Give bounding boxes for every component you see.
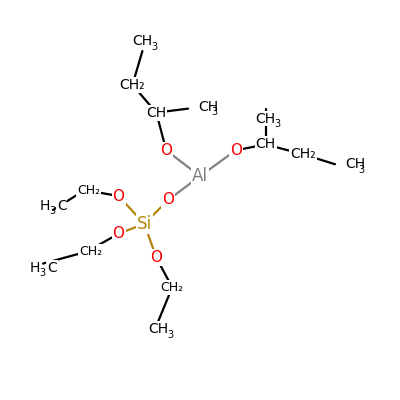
Text: 3: 3 bbox=[167, 330, 173, 340]
Text: CH: CH bbox=[146, 106, 166, 120]
Text: CH: CH bbox=[256, 137, 276, 151]
Text: 3: 3 bbox=[39, 268, 45, 278]
Text: CH₂: CH₂ bbox=[77, 184, 100, 196]
Text: CH₂: CH₂ bbox=[290, 147, 316, 161]
Text: O: O bbox=[150, 250, 162, 265]
Text: O: O bbox=[162, 192, 174, 208]
Text: ethyl: ethyl bbox=[83, 190, 86, 191]
Text: CH₂: CH₂ bbox=[120, 78, 145, 92]
Text: CH₂: CH₂ bbox=[161, 281, 184, 294]
Text: C: C bbox=[57, 199, 67, 213]
Text: CH₂: CH₂ bbox=[79, 245, 102, 258]
Text: 3: 3 bbox=[274, 119, 280, 129]
Text: O: O bbox=[230, 143, 242, 158]
Text: 3: 3 bbox=[211, 107, 217, 117]
Text: C: C bbox=[47, 260, 57, 274]
Text: CH: CH bbox=[132, 34, 152, 48]
Text: H: H bbox=[40, 199, 50, 213]
Text: 3: 3 bbox=[49, 206, 55, 216]
Text: O: O bbox=[112, 226, 124, 241]
Text: Si: Si bbox=[137, 215, 152, 233]
Text: 3: 3 bbox=[358, 165, 364, 175]
Text: CH: CH bbox=[148, 322, 168, 336]
Text: CH: CH bbox=[256, 112, 276, 126]
Text: CH: CH bbox=[198, 100, 218, 114]
Text: CH: CH bbox=[345, 157, 365, 171]
Text: O: O bbox=[160, 143, 172, 158]
Text: H: H bbox=[30, 260, 40, 274]
Text: 3: 3 bbox=[151, 42, 157, 52]
Text: O: O bbox=[112, 188, 124, 204]
Text: Al: Al bbox=[192, 167, 208, 185]
